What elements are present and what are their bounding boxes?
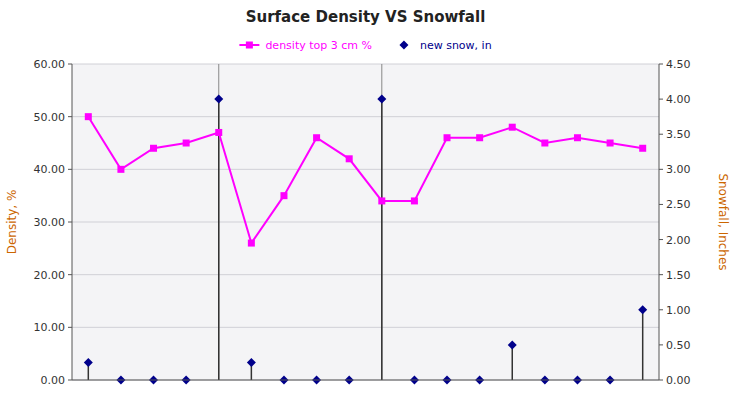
stem <box>642 310 644 380</box>
grid-line <box>72 380 659 381</box>
y2-tick <box>659 274 663 275</box>
y2-tick-label: 3.50 <box>666 128 691 141</box>
y-tick <box>68 64 72 65</box>
y-tick-label: 0.00 <box>41 374 66 387</box>
stem <box>512 345 514 380</box>
stem <box>218 99 220 380</box>
marker <box>607 140 614 147</box>
y2-tick-label: 0.50 <box>666 339 691 352</box>
y-axis-label: Density, % <box>5 190 19 255</box>
y2-tick-label: 1.00 <box>666 304 691 317</box>
y-tick-label: 10.00 <box>34 321 66 334</box>
marker <box>346 155 353 162</box>
marker <box>85 113 92 120</box>
marker <box>214 95 223 104</box>
y2-tick-label: 3.00 <box>666 163 691 176</box>
plot-area <box>72 64 659 380</box>
grid-line <box>72 116 659 117</box>
grid-line <box>72 222 659 223</box>
legend-marker <box>246 42 253 49</box>
data <box>84 95 647 385</box>
axes: 0.00 10.00 20.00 30.00 40.00 50.00 60.00 0.00 0.… <box>34 58 691 387</box>
marker <box>509 124 516 131</box>
grid-line <box>72 64 659 65</box>
grid-line <box>72 327 659 328</box>
y-tick-label: 60.00 <box>34 58 66 71</box>
marker <box>377 95 386 104</box>
vertical-line <box>381 64 382 380</box>
series-0 <box>85 113 646 246</box>
marker <box>574 134 581 141</box>
y-tick-label: 50.00 <box>34 111 66 124</box>
y2-axis-line <box>659 64 660 380</box>
marker <box>476 134 483 141</box>
x-axis-line <box>72 380 659 381</box>
grid-line <box>72 274 659 275</box>
marker <box>639 145 646 152</box>
y2-tick-label: 4.00 <box>666 93 691 106</box>
marker <box>378 197 385 204</box>
title: Surface Density VS Snowfall <box>246 8 486 26</box>
y2-tick <box>659 204 663 205</box>
y2-tick <box>659 380 663 381</box>
legend-swatch <box>399 41 408 50</box>
y-tick <box>68 327 72 328</box>
marker <box>444 134 451 141</box>
y2-tick-label: 2.50 <box>666 198 691 211</box>
legend-label: density top 3 cm % <box>265 39 372 52</box>
stem <box>381 99 383 380</box>
y-tick <box>68 380 72 381</box>
marker <box>150 145 157 152</box>
marker <box>280 192 287 199</box>
marker <box>313 134 320 141</box>
y-tick <box>68 222 72 223</box>
y-tick-label: 30.00 <box>34 216 66 229</box>
y2-tick <box>659 309 663 310</box>
y2-tick <box>659 344 663 345</box>
marker <box>541 140 548 147</box>
legend: density top 3 cm % new snow, in <box>239 39 491 52</box>
grid <box>72 64 659 380</box>
y2-tick <box>659 134 663 135</box>
y2-tick <box>659 169 663 170</box>
line <box>88 117 642 243</box>
grid-line <box>72 169 659 170</box>
y2-tick-label: 4.50 <box>666 58 691 71</box>
y-tick-label: 20.00 <box>34 269 66 282</box>
marker <box>84 358 93 367</box>
marker <box>411 197 418 204</box>
y-tick <box>68 116 72 117</box>
legend-marker <box>399 41 408 50</box>
marker <box>508 340 517 349</box>
y-tick <box>68 274 72 275</box>
legend-item: new snow, in <box>399 39 491 52</box>
marker <box>638 305 647 314</box>
marker <box>248 240 255 247</box>
marker <box>183 140 190 147</box>
legend-swatch <box>246 42 253 49</box>
marker <box>117 166 124 173</box>
y2-axis-label: Snowfall, Inches <box>716 173 730 270</box>
y-tick-label: 40.00 <box>34 163 66 176</box>
legend-label: new snow, in <box>420 39 492 52</box>
y2-tick <box>659 239 663 240</box>
series-1 <box>84 95 647 385</box>
y2-tick-label: 1.50 <box>666 269 691 282</box>
y2-tick <box>659 99 663 100</box>
vertical-line <box>218 64 219 380</box>
marker <box>215 129 222 136</box>
y-tick <box>68 169 72 170</box>
y2-tick <box>659 64 663 65</box>
chart: Surface Density VS Snowfall 0.00 10.00 20.0… <box>0 0 731 398</box>
legend-item: density top 3 cm % <box>239 39 372 52</box>
marker <box>247 358 256 367</box>
y2-tick-label: 0.00 <box>666 374 691 387</box>
y2-tick-label: 2.00 <box>666 234 691 247</box>
